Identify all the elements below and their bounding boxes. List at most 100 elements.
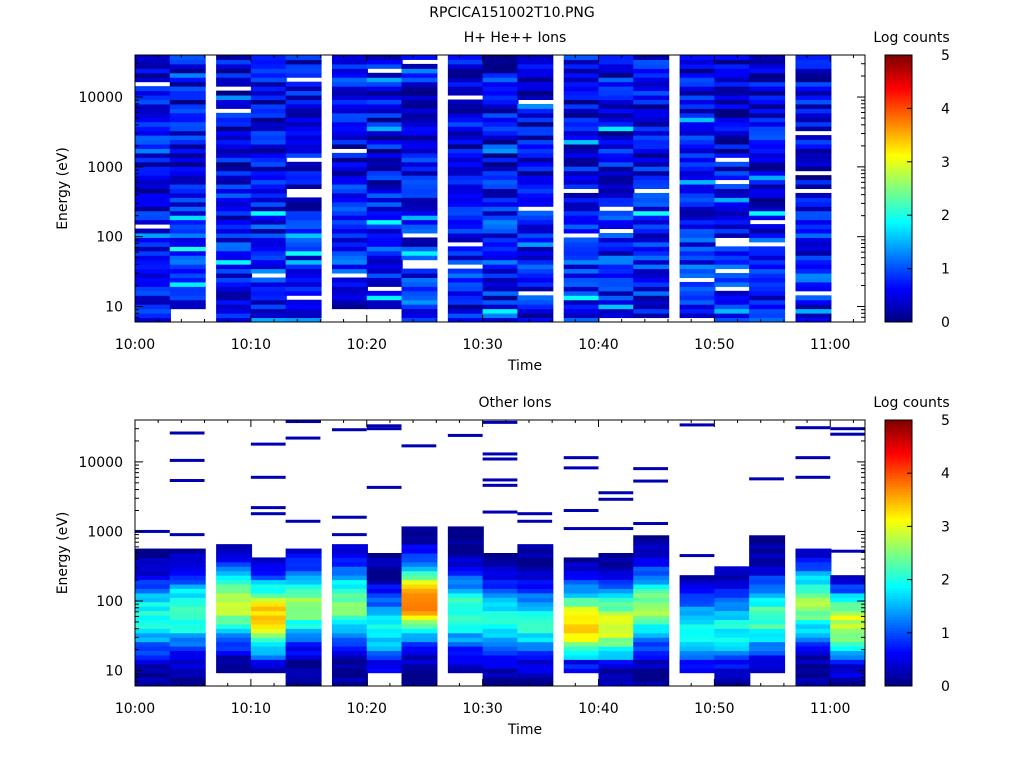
heatmap-cell: [633, 55, 670, 60]
heatmap-cell: [216, 250, 253, 256]
heatmap-cell: [285, 668, 322, 674]
heatmap-cell: [250, 130, 287, 136]
heatmap-cell: [795, 584, 832, 589]
heatmap-cell: [169, 103, 206, 109]
heatmap-cell: [447, 615, 484, 620]
heatmap-cell: [250, 584, 287, 589]
heatmap-cell: [285, 597, 322, 603]
heatmap-cell: [598, 606, 635, 612]
heatmap-cell: [250, 317, 287, 322]
sparse-count-line: [679, 554, 715, 558]
heatmap-cell: [331, 264, 368, 270]
heatmap-cell: [563, 250, 600, 256]
heatmap-cell: [216, 95, 253, 100]
heatmap-cell: [285, 72, 322, 78]
heatmap-cell: [795, 677, 832, 683]
heatmap-cell: [401, 144, 438, 149]
colorbar-swatch: [885, 172, 912, 176]
colorbar-swatch: [885, 574, 912, 578]
heatmap-cell: [331, 259, 368, 265]
colorbar-swatch: [885, 231, 912, 235]
heatmap-cell: [679, 281, 716, 287]
heatmap-cell: [679, 268, 716, 274]
heatmap-cell: [482, 286, 519, 292]
heatmap-cell: [633, 566, 670, 572]
sparse-count-line: [633, 522, 669, 526]
heatmap-cell: [563, 281, 600, 287]
heatmap-cell: [447, 192, 484, 198]
heatmap-cell: [517, 628, 554, 634]
heatmap-cell: [216, 286, 253, 292]
heatmap-cell: [679, 615, 716, 620]
heatmap-cell: [331, 55, 368, 60]
heatmap-cell: [517, 108, 554, 114]
heatmap-cell: [714, 601, 751, 607]
heatmap-cell: [795, 117, 832, 123]
heatmap-cell: [366, 117, 403, 123]
heatmap-cell: [285, 246, 322, 252]
colorbar-swatch: [885, 199, 912, 203]
colorbar-swatch: [885, 616, 912, 620]
heatmap-cell: [447, 246, 484, 252]
heatmap-cell: [482, 63, 519, 69]
colorbar-swatch: [885, 124, 912, 128]
colorbar-swatch: [885, 60, 912, 64]
heatmap-cell: [482, 130, 519, 136]
heatmap-cell: [563, 210, 600, 216]
heatmap-cell: [135, 588, 171, 594]
heatmap-cell: [401, 273, 438, 278]
heatmap-cell: [517, 273, 554, 278]
heatmap-cell: [795, 161, 832, 167]
heatmap-cell: [517, 304, 554, 310]
colorbar-swatch: [885, 545, 912, 549]
heatmap-cell: [366, 246, 403, 252]
heatmap-cell: [714, 139, 751, 145]
heatmap-cell: [633, 157, 670, 163]
heatmap-cell: [169, 157, 206, 163]
heatmap-cell: [598, 308, 635, 314]
heatmap-cell: [169, 59, 206, 65]
heatmap-cell: [679, 144, 716, 149]
heatmap-cell: [749, 246, 786, 252]
colorbar-swatch: [885, 220, 912, 224]
heatmap-cell: [250, 90, 287, 96]
heatmap-cell: [633, 273, 670, 278]
heatmap-cell: [331, 659, 368, 665]
heatmap-cell: [169, 148, 206, 154]
heatmap-cell: [135, 250, 171, 256]
colorbar-swatch: [885, 289, 912, 294]
heatmap-cell: [517, 619, 554, 625]
heatmap-cell: [517, 570, 554, 576]
heatmap-cell: [679, 81, 716, 87]
heatmap-cell: [447, 197, 484, 203]
heatmap-cell: [633, 206, 670, 212]
heatmap-cell: [331, 63, 368, 69]
heatmap-cell: [135, 188, 171, 194]
heatmap-cell: [447, 139, 484, 145]
heatmap-cell: [216, 588, 253, 594]
heatmap-cell: [482, 188, 519, 194]
heatmap-cell: [216, 304, 253, 310]
heatmap-cell: [517, 255, 554, 261]
heatmap-cell: [482, 81, 519, 87]
heatmap-cell: [598, 233, 635, 238]
heatmap-cell: [250, 579, 287, 585]
heatmap-cell: [795, 299, 832, 305]
heatmap-cell: [633, 663, 670, 669]
heatmap-cell: [216, 161, 253, 167]
heatmap-cell: [401, 668, 438, 674]
heatmap-cell: [633, 135, 670, 141]
heatmap-cell: [331, 610, 368, 616]
heatmap-cell: [169, 139, 206, 145]
colorbar-swatch: [885, 263, 912, 267]
x-tick-label: 10:30: [462, 701, 502, 717]
heatmap-cell: [482, 663, 519, 669]
heatmap-cell: [285, 259, 322, 265]
heatmap-cells: [135, 420, 865, 686]
heatmap-cell: [331, 623, 368, 629]
heatmap-cell: [714, 246, 751, 252]
heatmap-cell: [285, 197, 322, 203]
colorbar-swatch: [885, 311, 912, 315]
colorbar-swatch: [885, 57, 912, 61]
sparse-count-line: [598, 497, 634, 501]
